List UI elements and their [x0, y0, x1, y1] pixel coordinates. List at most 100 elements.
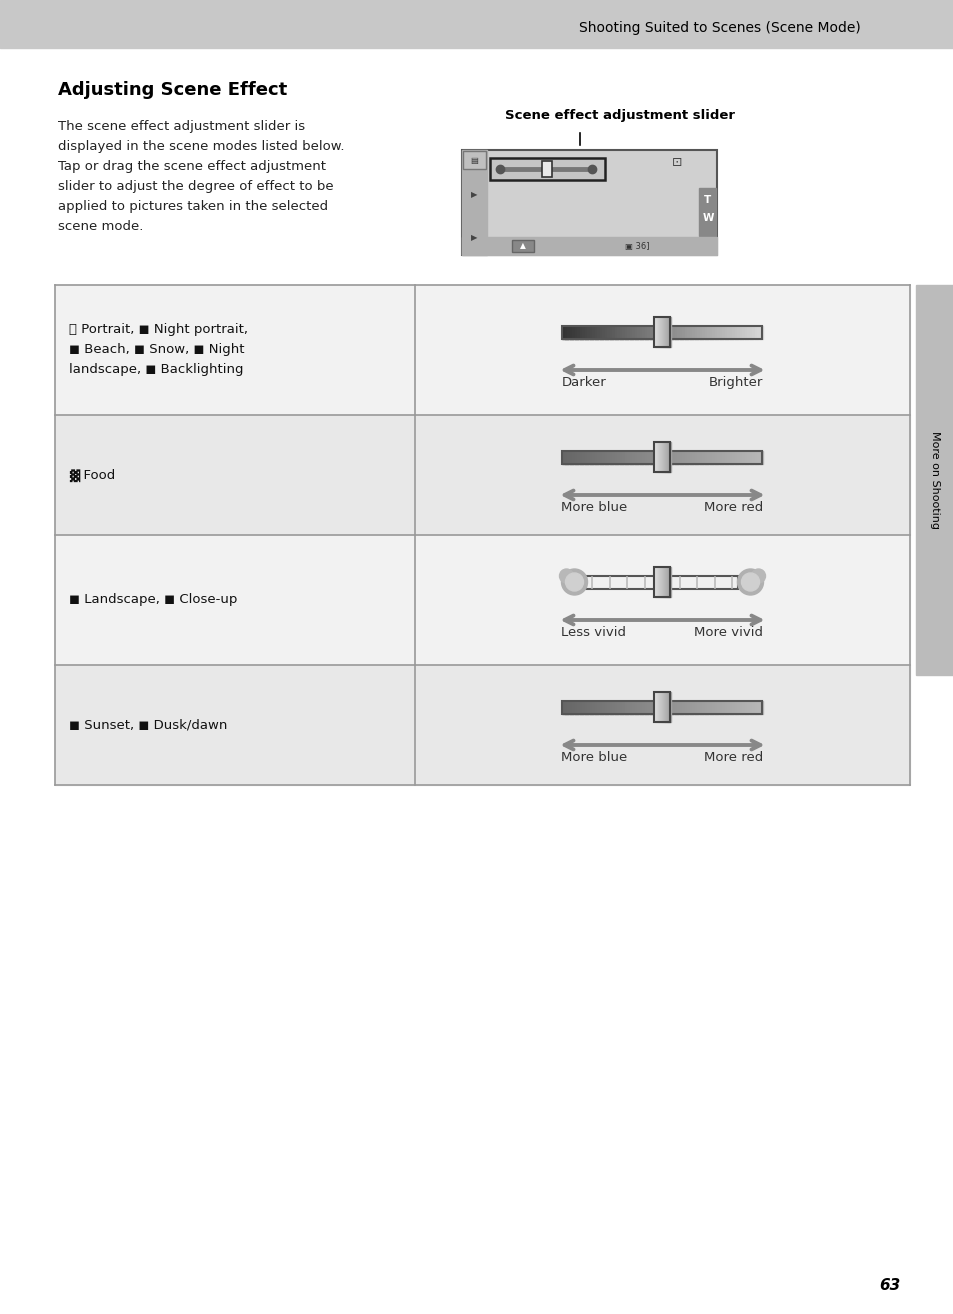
Bar: [624, 326, 628, 339]
Bar: [701, 326, 705, 339]
Bar: [582, 700, 585, 714]
Bar: [462, 151, 485, 170]
Bar: [665, 692, 666, 721]
Bar: [569, 326, 573, 339]
Text: ▓ Food: ▓ Food: [69, 468, 115, 481]
Text: The scene effect adjustment slider is: The scene effect adjustment slider is: [58, 120, 305, 133]
Bar: [661, 568, 663, 597]
Bar: [657, 568, 659, 597]
Bar: [589, 700, 593, 714]
Bar: [700, 700, 702, 714]
Bar: [597, 451, 600, 464]
Bar: [689, 451, 693, 464]
Text: ▣ 36]: ▣ 36]: [624, 242, 649, 251]
Bar: [609, 451, 613, 464]
Bar: [695, 451, 698, 464]
Bar: [712, 700, 715, 714]
Bar: [575, 451, 578, 464]
Bar: [668, 568, 669, 597]
Bar: [661, 326, 665, 339]
Bar: [564, 451, 568, 464]
Bar: [587, 700, 590, 714]
Bar: [672, 326, 675, 339]
Bar: [619, 700, 622, 714]
Ellipse shape: [565, 573, 583, 591]
Bar: [654, 442, 655, 472]
Bar: [649, 326, 653, 339]
Bar: [749, 700, 753, 714]
Bar: [741, 451, 745, 464]
Ellipse shape: [737, 569, 762, 595]
Text: More blue: More blue: [561, 752, 627, 763]
Bar: [660, 692, 662, 721]
Bar: [664, 326, 668, 339]
Bar: [562, 700, 761, 714]
Bar: [727, 451, 730, 464]
Bar: [569, 700, 573, 714]
Bar: [717, 700, 720, 714]
Bar: [657, 317, 659, 347]
Bar: [461, 150, 486, 255]
Bar: [737, 451, 740, 464]
Bar: [667, 317, 668, 347]
Bar: [677, 451, 680, 464]
Bar: [665, 317, 666, 347]
Bar: [709, 451, 713, 464]
Bar: [587, 326, 590, 339]
Text: Shooting Suited to Scenes (Scene Mode): Shooting Suited to Scenes (Scene Mode): [578, 21, 860, 35]
Bar: [567, 326, 570, 339]
Bar: [619, 451, 622, 464]
Bar: [667, 700, 670, 714]
Bar: [564, 700, 568, 714]
Bar: [665, 442, 666, 472]
Bar: [647, 700, 650, 714]
Bar: [672, 700, 675, 714]
Bar: [760, 326, 762, 339]
Bar: [647, 326, 650, 339]
Bar: [632, 326, 635, 339]
Bar: [660, 317, 662, 347]
Bar: [604, 326, 608, 339]
Bar: [747, 451, 750, 464]
Bar: [655, 442, 656, 472]
Bar: [55, 285, 909, 415]
Bar: [627, 326, 630, 339]
Bar: [562, 700, 565, 714]
Bar: [567, 700, 570, 714]
Bar: [461, 150, 717, 255]
Bar: [664, 451, 668, 464]
Bar: [647, 451, 650, 464]
Bar: [717, 326, 720, 339]
Bar: [737, 700, 740, 714]
Bar: [584, 700, 588, 714]
Bar: [729, 451, 733, 464]
Bar: [749, 326, 753, 339]
Bar: [734, 451, 738, 464]
Bar: [734, 700, 738, 714]
Bar: [664, 692, 665, 721]
Bar: [662, 568, 664, 597]
Bar: [461, 237, 717, 255]
Bar: [579, 326, 582, 339]
Bar: [675, 700, 678, 714]
Bar: [915, 285, 953, 675]
Bar: [652, 451, 655, 464]
Bar: [655, 451, 658, 464]
Text: More red: More red: [703, 752, 762, 763]
Bar: [754, 326, 758, 339]
Bar: [617, 700, 620, 714]
Bar: [701, 700, 705, 714]
Bar: [635, 451, 638, 464]
Bar: [661, 692, 663, 721]
Bar: [604, 451, 608, 464]
Bar: [737, 326, 740, 339]
Ellipse shape: [751, 569, 764, 583]
Bar: [655, 700, 658, 714]
Bar: [709, 326, 713, 339]
Bar: [700, 326, 702, 339]
Bar: [666, 692, 667, 721]
Bar: [582, 326, 585, 339]
Bar: [55, 535, 909, 665]
Bar: [709, 700, 713, 714]
Text: slider to adjust the degree of effect to be: slider to adjust the degree of effect to…: [58, 180, 334, 193]
